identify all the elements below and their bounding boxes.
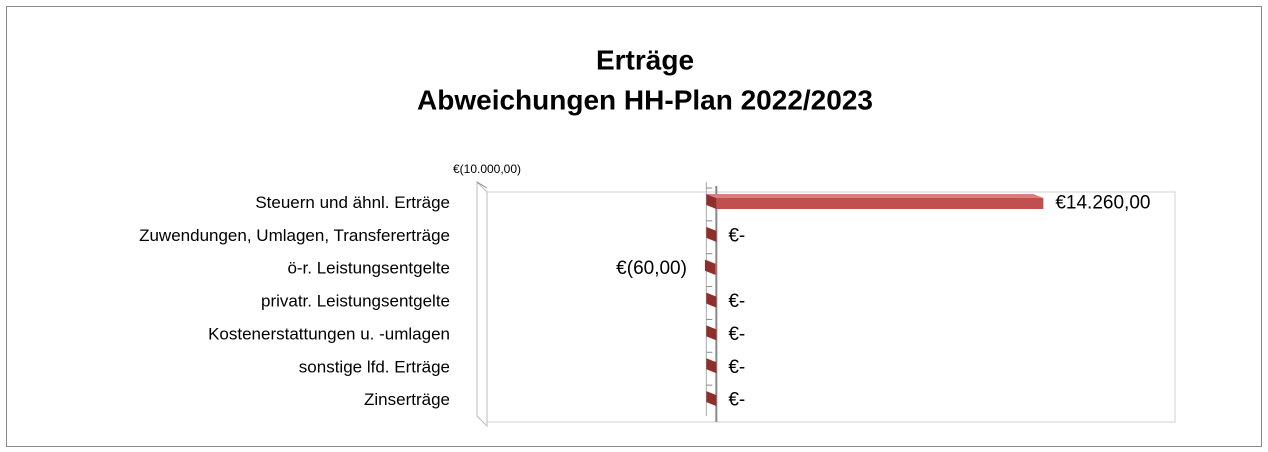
bar <box>714 263 717 275</box>
bar-side <box>706 391 717 407</box>
bar-side <box>706 358 717 374</box>
value-label: €- <box>728 357 745 378</box>
value-label: €- <box>728 390 745 411</box>
y-tick-label: Zinserträge <box>364 390 450 409</box>
side-wall <box>476 180 488 428</box>
bar-side <box>706 226 717 242</box>
y-tick-label: ö-r. Leistungsentgelte <box>287 259 450 278</box>
value-label: €- <box>728 225 745 246</box>
bar <box>716 198 1044 209</box>
bar-side <box>704 259 715 275</box>
bar-top <box>704 259 717 264</box>
y-tick-label: Zuwendungen, Umlagen, Transfererträge <box>139 226 450 245</box>
value-label: €- <box>728 291 745 312</box>
plot-area <box>486 191 1176 423</box>
x-tick <box>476 181 488 189</box>
y-tick-label: Steuern und ähnl. Erträge <box>255 193 450 212</box>
bar-side <box>706 325 717 341</box>
bar-top <box>706 194 1044 198</box>
value-label: €14.260,00 <box>1055 193 1150 214</box>
x-tick-label: €(10.000,00) <box>453 162 521 176</box>
chart-title: Erträge <box>596 44 694 75</box>
bar-side <box>706 194 717 209</box>
bar-side <box>706 292 717 308</box>
chart-subtitle: Abweichungen HH-Plan 2022/2023 <box>417 84 873 115</box>
y-tick-label: privatr. Leistungsentgelte <box>261 292 450 311</box>
y-tick-label: Kostenerstattungen u. -umlagen <box>208 324 450 343</box>
value-label: €(60,00) <box>616 258 687 279</box>
value-label: €- <box>728 324 745 345</box>
y-tick-label: sonstige lfd. Erträge <box>299 357 450 376</box>
